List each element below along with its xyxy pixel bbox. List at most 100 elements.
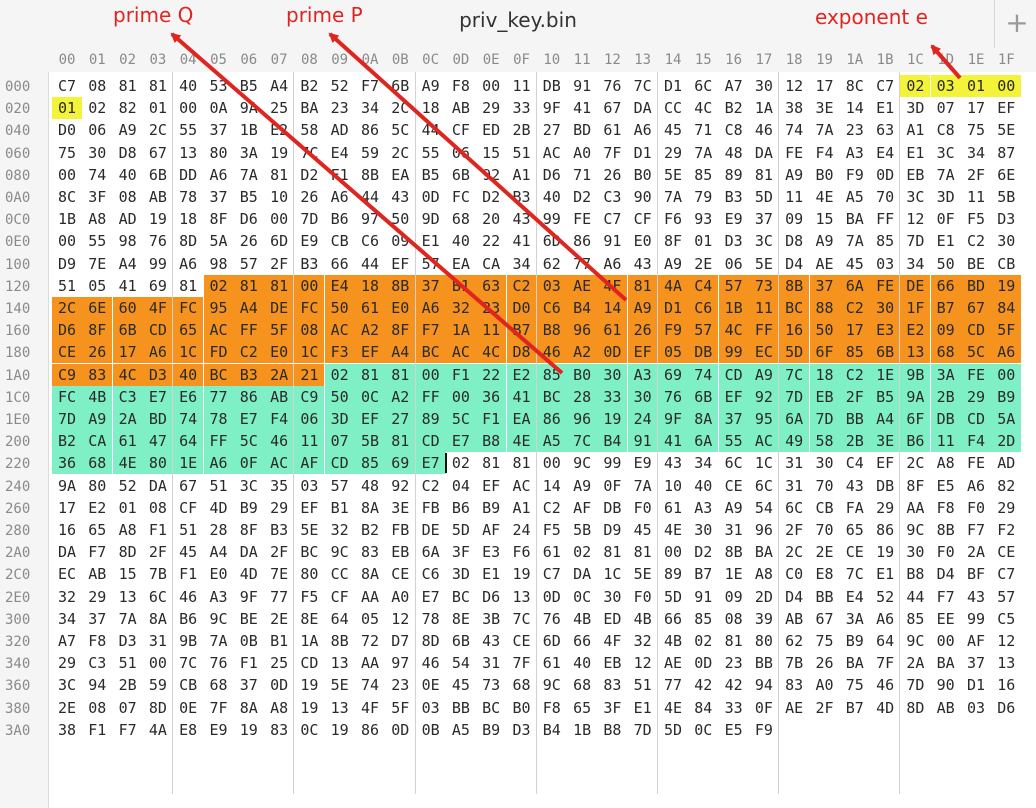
hex-byte[interactable]: EF: [355, 341, 385, 364]
hex-byte[interactable]: CD: [961, 408, 991, 430]
hex-byte[interactable]: 8D: [421, 632, 440, 650]
hex-byte[interactable]: F7: [88, 543, 107, 562]
hex-byte[interactable]: 19: [270, 143, 289, 162]
hex-byte[interactable]: 07: [118, 698, 137, 717]
hex-byte[interactable]: CE: [391, 565, 410, 584]
hex-byte[interactable]: 43: [663, 454, 683, 473]
hex-byte[interactable]: D6: [542, 165, 561, 184]
hex-byte[interactable]: 69: [148, 276, 167, 295]
hex-byte[interactable]: 09: [785, 210, 804, 229]
hex-byte[interactable]: E1: [482, 565, 501, 584]
hex-byte[interactable]: 0B: [421, 720, 440, 739]
hex-byte[interactable]: A9: [663, 254, 683, 273]
hex-byte[interactable]: 2C: [785, 543, 804, 562]
hex-byte[interactable]: 5F: [391, 698, 410, 717]
hex-byte[interactable]: AA: [360, 587, 380, 606]
hex-byte[interactable]: 3E: [870, 430, 901, 453]
hex-byte[interactable]: EF: [482, 476, 501, 495]
hex-byte[interactable]: A9: [785, 165, 804, 184]
hex-byte[interactable]: 29: [997, 498, 1016, 517]
hex-byte[interactable]: 67: [179, 476, 198, 495]
hex-byte[interactable]: A0: [573, 143, 592, 162]
hex-byte[interactable]: 30: [815, 454, 834, 473]
hex-byte[interactable]: 32: [445, 297, 476, 319]
hex-byte[interactable]: 33: [512, 99, 531, 118]
hex-byte[interactable]: 0C: [300, 720, 319, 739]
hex-byte[interactable]: 5A: [209, 232, 228, 251]
hex-byte[interactable]: 32: [633, 632, 652, 650]
hex-byte[interactable]: 7F: [512, 654, 531, 673]
hex-byte[interactable]: 9A: [900, 385, 931, 408]
hex-byte[interactable]: E1: [633, 698, 652, 717]
hex-byte[interactable]: 4F: [142, 297, 173, 319]
hex-byte[interactable]: AC: [203, 319, 234, 342]
hex-byte[interactable]: E0: [209, 565, 228, 584]
hex-byte[interactable]: 7A: [209, 632, 228, 650]
hex-byte[interactable]: 45: [451, 676, 470, 695]
hex-byte[interactable]: A6: [179, 254, 198, 273]
hex-byte[interactable]: B3: [300, 254, 319, 273]
hex-byte[interactable]: CD: [961, 319, 991, 342]
hex-byte[interactable]: 83: [785, 676, 804, 695]
hex-byte[interactable]: 64: [173, 430, 204, 453]
hex-byte[interactable]: B3: [724, 188, 743, 206]
hex-byte[interactable]: 2A: [264, 363, 295, 386]
hex-byte[interactable]: F0: [633, 587, 652, 606]
hex-byte[interactable]: F4: [264, 408, 295, 430]
hex-byte[interactable]: A9: [748, 363, 779, 386]
hex-byte[interactable]: A4: [270, 77, 289, 95]
hex-byte[interactable]: 3D: [906, 99, 925, 118]
hex-byte[interactable]: 50: [324, 297, 355, 319]
hex-byte[interactable]: 2A: [906, 654, 925, 673]
hex-byte[interactable]: FE: [961, 363, 991, 386]
hex-byte[interactable]: 40: [173, 363, 204, 386]
hex-byte[interactable]: B2: [360, 521, 380, 539]
hex-byte[interactable]: E1: [906, 143, 925, 162]
hex-byte[interactable]: F1: [148, 521, 167, 539]
hex-byte[interactable]: AA: [906, 498, 925, 517]
hex-byte[interactable]: 93: [694, 210, 713, 229]
hex-byte[interactable]: B1: [270, 632, 289, 650]
hex-byte[interactable]: A3: [209, 587, 228, 606]
hex-byte[interactable]: 66: [573, 632, 592, 650]
hex-byte[interactable]: 34: [694, 454, 713, 473]
hex-byte[interactable]: 9F: [542, 99, 561, 118]
hex-byte[interactable]: F7: [118, 720, 137, 739]
hex-byte[interactable]: CD: [324, 452, 355, 475]
hex-byte[interactable]: 13: [179, 143, 198, 162]
hex-byte[interactable]: 3C: [754, 232, 773, 251]
hex-byte[interactable]: F4: [815, 143, 834, 162]
hex-byte[interactable]: 5C: [445, 408, 476, 430]
hex-byte[interactable]: 7D: [809, 408, 840, 430]
hex-byte[interactable]: B2: [52, 430, 82, 453]
hex-byte[interactable]: FA: [845, 498, 864, 517]
hex-byte[interactable]: 01: [118, 498, 137, 517]
hex-byte[interactable]: A0: [391, 587, 410, 606]
hex-byte[interactable]: 2F: [785, 521, 804, 539]
hex-byte[interactable]: 7A: [815, 121, 834, 140]
hex-byte[interactable]: 14: [845, 99, 864, 118]
hex-byte[interactable]: E9: [209, 720, 228, 739]
hex-byte[interactable]: BE: [239, 609, 258, 628]
hex-byte[interactable]: 7B: [785, 654, 804, 673]
hex-byte[interactable]: 4E: [112, 452, 143, 475]
hex-byte[interactable]: 80: [300, 565, 319, 584]
hex-byte[interactable]: E1: [936, 232, 955, 251]
hex-byte[interactable]: BA: [300, 99, 319, 118]
hex-byte[interactable]: B5: [239, 188, 258, 206]
hex-byte[interactable]: 74: [785, 121, 804, 140]
hex-byte[interactable]: 2B: [930, 385, 961, 408]
hex-byte[interactable]: AD: [997, 454, 1016, 473]
hex-byte[interactable]: C7: [603, 210, 622, 229]
hex-byte[interactable]: E0: [633, 232, 652, 251]
hex-byte[interactable]: CF: [451, 121, 470, 140]
hex-byte[interactable]: DA: [148, 476, 167, 495]
hex-byte[interactable]: CF: [330, 587, 349, 606]
hex-byte[interactable]: 08: [88, 698, 107, 717]
hex-byte[interactable]: BC: [536, 385, 567, 408]
hex-byte[interactable]: 83: [360, 543, 380, 562]
hex-byte[interactable]: 19: [991, 274, 1022, 297]
hex-byte[interactable]: 19: [300, 698, 319, 717]
hex-byte[interactable]: 9B: [179, 632, 198, 650]
hex-byte[interactable]: CB: [997, 254, 1016, 273]
